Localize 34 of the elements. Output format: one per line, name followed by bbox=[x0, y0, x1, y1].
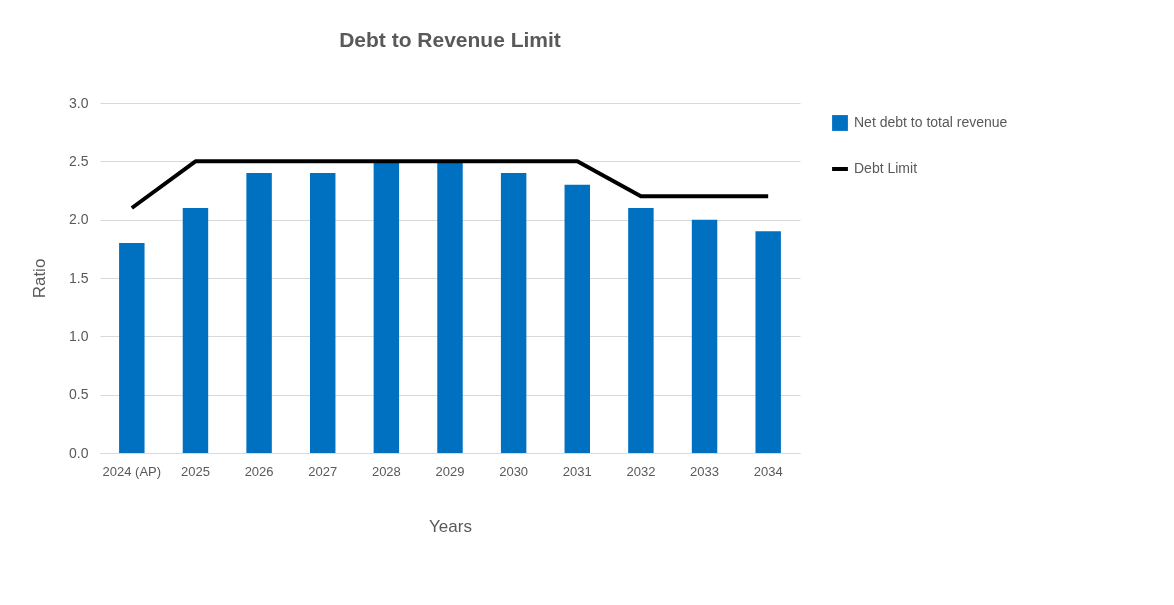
x-tick-label: 2033 bbox=[690, 463, 720, 479]
x-tick-label: 2027 bbox=[308, 463, 338, 479]
bar bbox=[755, 231, 781, 453]
y-tick-label: 3.0 bbox=[69, 94, 89, 111]
y-tick-label: 2.0 bbox=[69, 211, 89, 228]
y-tick-label: 0.0 bbox=[69, 444, 89, 461]
y-tick-label: 0.5 bbox=[69, 386, 89, 403]
x-tick-label: 2031 bbox=[562, 463, 592, 479]
bar bbox=[310, 173, 336, 453]
x-tick-label: 2032 bbox=[626, 463, 656, 479]
x-tick-label: 2025 bbox=[180, 463, 210, 479]
x-tick-label: 2030 bbox=[499, 463, 529, 479]
bar bbox=[437, 161, 463, 453]
x-axis-title: Years bbox=[429, 516, 472, 536]
bar bbox=[373, 161, 400, 453]
bar bbox=[500, 173, 527, 453]
bar bbox=[691, 219, 718, 453]
bar bbox=[119, 243, 145, 453]
x-tick-label: 2028 bbox=[371, 463, 401, 479]
bar bbox=[628, 208, 654, 453]
legend-label: Net debt to total revenue bbox=[854, 114, 1008, 130]
legend-label: Debt Limit bbox=[854, 160, 918, 176]
y-tick-label: 1.5 bbox=[69, 269, 89, 286]
bar bbox=[246, 173, 272, 453]
y-tick-label: 1.0 bbox=[69, 327, 89, 344]
x-tick-label: 2026 bbox=[244, 463, 274, 479]
y-axis-title: Ratio bbox=[30, 258, 50, 299]
chart-title: Debt to Revenue Limit bbox=[339, 28, 561, 51]
bar bbox=[564, 184, 590, 453]
x-tick-label: 2029 bbox=[435, 463, 465, 479]
bar bbox=[182, 208, 209, 453]
x-tick-label: 2024 (AP) bbox=[102, 463, 162, 479]
y-tick-label: 2.5 bbox=[69, 152, 89, 169]
x-tick-label: 2034 bbox=[753, 463, 783, 479]
